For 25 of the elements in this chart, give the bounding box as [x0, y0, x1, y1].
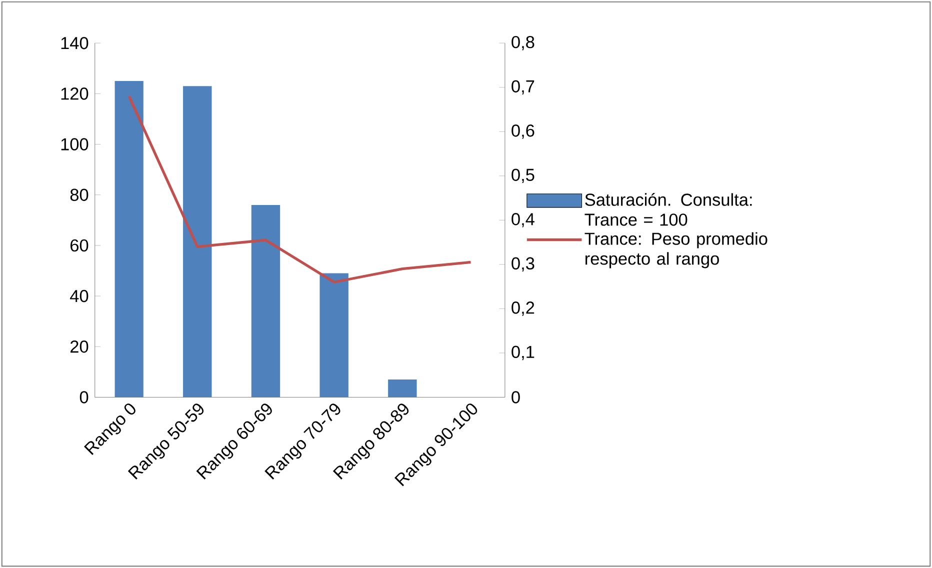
bar	[183, 86, 212, 398]
y-tick-label: 40	[70, 290, 88, 302]
y-tick-label: 60	[70, 239, 88, 252]
line-series	[128, 94, 472, 284]
y2-tick-label: 0,6	[512, 124, 534, 139]
y-tick-label: 100	[61, 138, 88, 150]
y2-tick-label: 0,8	[512, 36, 534, 50]
y2-tick-label: 0,7	[512, 80, 534, 94]
bar	[251, 204, 280, 398]
y-tick-label: 140	[61, 36, 88, 50]
y-tick-label: 0	[80, 391, 88, 404]
y-tick-label: 20	[70, 340, 88, 353]
y2-tick-label: 0,4	[512, 212, 534, 228]
y2-tick-label: 0,3	[512, 257, 534, 272]
y2-tick-label: 0,1	[512, 346, 534, 360]
y2-tick-label: 0,2	[512, 302, 534, 316]
legend-label: Saturación. Consulta: Trance = 100	[584, 192, 752, 226]
y2-tick-label: 0	[512, 391, 520, 404]
bar	[388, 379, 417, 398]
y-tick-label: 80	[70, 188, 88, 201]
y2-tick-label: 0,5	[512, 168, 534, 183]
y-tick-label: 120	[61, 88, 88, 100]
bar	[114, 81, 144, 398]
bar	[320, 273, 348, 398]
legend-label: Trance: Peso promedio respecto al rango	[584, 232, 768, 268]
